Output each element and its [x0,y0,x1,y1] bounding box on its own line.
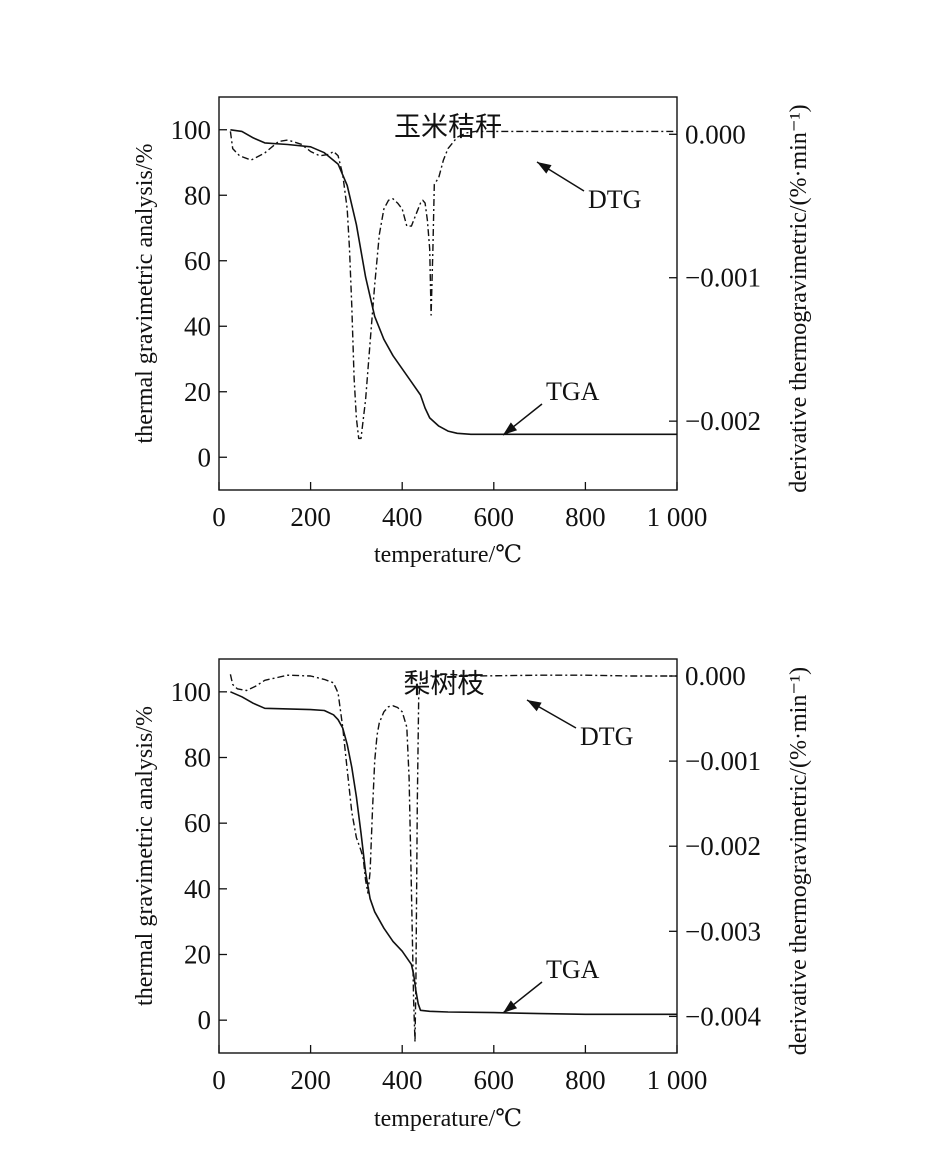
annotation-tga-arrow-head [503,422,518,435]
y-tick-label: 100 [171,677,212,707]
y2-tick-label: −0.001 [685,746,761,776]
x-tick-label: 400 [382,1065,423,1095]
y-tick-label: 60 [184,808,211,838]
y-tick-label: 40 [184,311,211,341]
y-tick-label: 60 [184,246,211,276]
x-tick-label: 0 [212,502,226,532]
x-tick-label: 200 [290,502,331,532]
x-tick-label: 600 [474,1065,515,1095]
plot-frame [218,658,678,1054]
series-tga-line [230,691,677,1016]
x-axis-label: temperature/℃ [374,542,522,568]
series-dtg-line [229,130,677,440]
annotation-tga-arrow-head [503,1000,518,1013]
y2-tick-label: 0.000 [685,119,746,149]
x-tick-label: 1 000 [647,502,708,532]
y2-tick-label: −0.002 [685,406,761,436]
y-tick-label: 80 [184,743,211,773]
x-tick-label: 1 000 [647,1065,708,1095]
y-axis-label: thermal gravimetric analysis/% [132,144,158,444]
chart-title: 梨树枝 [404,669,485,700]
annotation-dtg-arrow-head [537,162,552,174]
plot-frame [218,96,678,491]
y-tick-label: 0 [198,442,212,472]
y-axis-label: thermal gravimetric analysis/% [132,706,158,1006]
x-tick-label: 400 [382,502,423,532]
x-tick-label: 200 [290,1065,331,1095]
y-tick-label: 100 [171,115,212,145]
annotation-dtg-arrow-head [527,700,542,712]
y2-tick-label: −0.002 [685,831,761,861]
series-tga-line [230,129,677,436]
y-tick-label: 20 [184,377,211,407]
x-tick-label: 600 [474,502,515,532]
y-tick-label: 40 [184,874,211,904]
x-tick-label: 0 [212,1065,226,1095]
chart-2: 0 200 400 600 800 1 0000204060801000.000−0.00… [132,658,812,1132]
x-tick-label: 800 [565,1065,606,1095]
y2-axis-label: derivative thermogravimetric/(%·min⁻¹) [786,667,812,1055]
annotation-dtg-label: DTG [580,722,633,751]
y2-tick-label: −0.001 [685,263,761,293]
y2-tick-label: −0.003 [685,916,761,946]
x-tick-label: 800 [565,502,606,532]
y2-tick-label: 0.000 [685,661,746,691]
y-tick-label: 20 [184,940,211,970]
x-axis-label: temperature/℃ [374,1106,522,1132]
y-tick-label: 0 [198,1005,212,1035]
annotation-dtg-label: DTG [588,185,641,214]
y-tick-label: 80 [184,180,211,210]
y2-axis-label: derivative thermogravimetric/(%·min⁻¹) [786,104,812,492]
annotation-tga-label: TGA [546,955,600,984]
chart-title: 玉米秸秆 [394,112,502,143]
annotation-tga-label: TGA [546,377,600,406]
y2-tick-label: −0.004 [685,1001,761,1031]
